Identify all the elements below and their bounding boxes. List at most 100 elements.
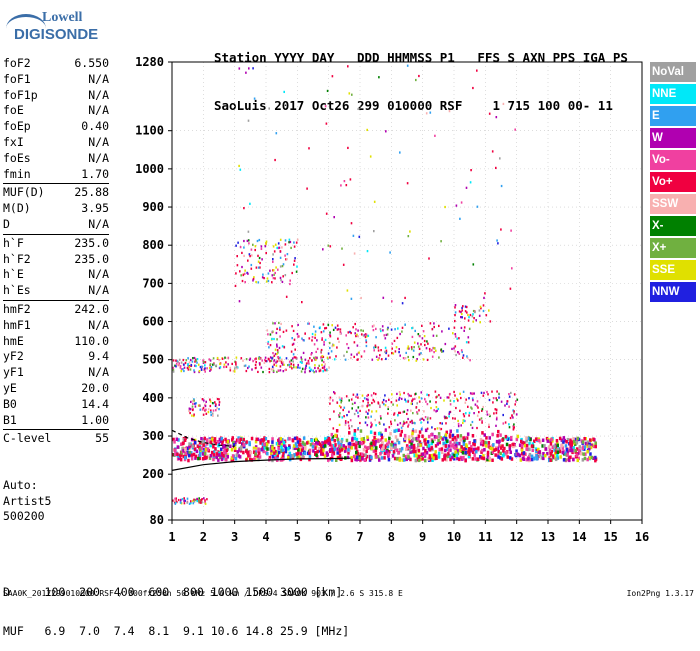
echo-point — [533, 439, 536, 443]
echo-point — [336, 447, 339, 451]
echo-point — [315, 358, 317, 361]
echo-point — [180, 361, 183, 364]
echo-point — [472, 447, 476, 452]
echo-point — [290, 362, 292, 366]
echo-point — [352, 326, 354, 329]
echo-point — [394, 328, 396, 331]
echo-point — [286, 253, 289, 256]
legend-xplus: X+ — [650, 238, 696, 258]
echo-point — [264, 356, 267, 359]
echo-point — [345, 438, 349, 443]
echo-point — [461, 306, 463, 310]
echo-point — [275, 132, 278, 135]
echo-point — [205, 455, 208, 460]
echo-point — [257, 281, 260, 284]
echo-point — [272, 369, 275, 373]
echo-point — [190, 500, 192, 503]
echo-point — [338, 449, 342, 453]
echo-point — [175, 497, 177, 500]
echo-point — [271, 446, 274, 450]
echo-point — [239, 168, 242, 171]
param-value: 55 — [95, 431, 109, 446]
echo-point — [192, 357, 194, 360]
echo-point — [292, 353, 295, 356]
echo-point — [331, 435, 335, 439]
echo-point — [414, 329, 416, 333]
echo-point — [355, 437, 359, 442]
echo-point — [469, 181, 472, 184]
echo-point — [194, 498, 197, 502]
echo-point — [346, 350, 348, 354]
echo-point — [355, 455, 359, 460]
echo-point — [466, 355, 468, 358]
echo-point — [575, 447, 579, 451]
echo-point — [385, 400, 387, 403]
echo-point — [399, 433, 402, 437]
echo-point — [430, 446, 433, 450]
echo-point — [448, 411, 451, 414]
echo-point — [343, 415, 345, 418]
echo-point — [268, 107, 270, 110]
echo-point — [215, 403, 217, 406]
echo-point — [434, 428, 436, 431]
echo-point — [287, 454, 291, 458]
echo-point — [200, 365, 203, 368]
echo-point — [411, 429, 415, 434]
echo-point — [285, 357, 288, 360]
echo-point — [255, 449, 258, 454]
echo-point — [445, 416, 447, 419]
echo-point — [285, 295, 288, 298]
echo-point — [292, 342, 295, 345]
echo-point — [434, 134, 436, 137]
echo-point — [355, 335, 357, 338]
echo-point — [416, 411, 418, 414]
echo-point — [182, 448, 185, 453]
echo-point — [229, 366, 232, 370]
echo-point — [417, 342, 419, 345]
echo-point — [459, 392, 461, 395]
echo-point — [227, 443, 230, 447]
echo-point — [280, 448, 283, 452]
echo-point — [414, 458, 418, 463]
echo-point — [276, 352, 278, 356]
echo-point — [453, 435, 457, 440]
echo-point — [281, 448, 285, 452]
echo-point — [405, 457, 408, 462]
auto-label: Auto: — [3, 478, 38, 492]
echo-point — [174, 448, 177, 453]
echo-point — [449, 392, 451, 396]
echo-point — [431, 355, 434, 358]
echo-point — [293, 453, 296, 457]
echo-point — [333, 216, 335, 219]
echo-point — [274, 277, 276, 280]
echo-point — [417, 454, 421, 459]
echo-point — [426, 340, 428, 343]
echo-point — [355, 446, 358, 450]
echo-point — [474, 457, 477, 461]
echo-point — [458, 457, 461, 462]
echo-point — [359, 409, 361, 413]
echo-point — [530, 457, 534, 462]
echo-point — [176, 445, 180, 449]
echo-point — [409, 230, 411, 233]
echo-point — [396, 448, 399, 452]
echo-point — [359, 452, 362, 456]
echo-point — [441, 330, 443, 333]
echo-point — [541, 444, 544, 448]
echo-point — [568, 458, 571, 463]
echo-point — [183, 497, 185, 500]
echo-point — [441, 422, 443, 425]
echo-point — [285, 368, 287, 371]
param-value: 0.40 — [81, 119, 109, 134]
echo-point — [594, 441, 597, 445]
echo-point — [469, 359, 471, 362]
echo-point — [399, 354, 401, 357]
echo-point — [589, 445, 593, 450]
echo-point — [423, 418, 425, 422]
echo-point — [497, 455, 500, 459]
echo-point — [209, 363, 212, 366]
x-tick-label: 15 — [603, 530, 617, 544]
echo-point — [515, 413, 518, 416]
param-value: N/A — [88, 216, 109, 231]
echo-point — [389, 322, 392, 325]
